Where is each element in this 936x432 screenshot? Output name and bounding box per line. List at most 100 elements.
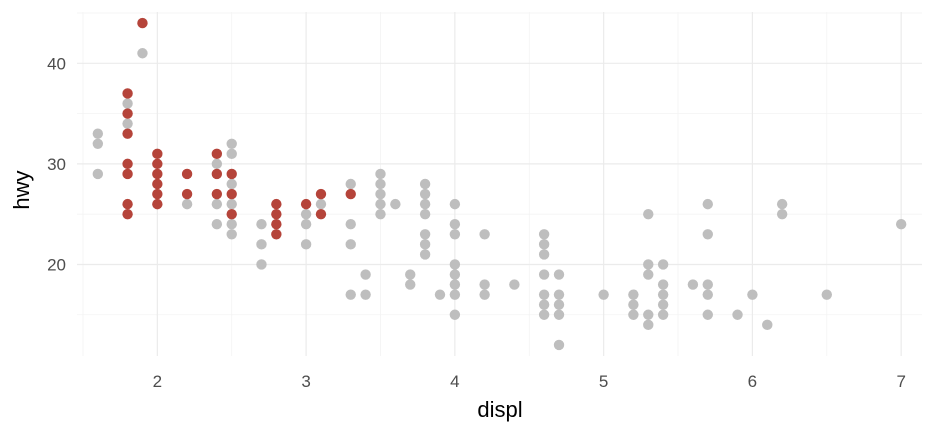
x-axis-title: displ [477,397,522,422]
highlighted-point [211,148,223,160]
data-point [122,98,133,109]
data-point [553,339,565,351]
highlighted-point [122,128,133,139]
data-point [449,309,461,320]
data-point [747,289,758,300]
data-point [449,269,461,280]
data-point [657,309,669,320]
data-point [300,239,312,250]
data-point [390,198,401,210]
highlighted-point [122,198,133,210]
data-point [687,279,699,290]
data-point [92,168,104,180]
highlighted-point [152,178,163,190]
highlighted-point [181,188,193,200]
highlighted-point [152,168,163,180]
data-point [375,208,386,220]
data-point [598,289,609,300]
highlighted-point [152,188,163,200]
data-point [449,229,461,240]
data-point [360,269,371,280]
data-point [256,219,267,230]
data-point [657,289,669,300]
data-point [657,299,669,310]
data-point [449,279,461,290]
highlighted-point [271,208,282,220]
data-point [226,148,237,160]
data-point [375,198,386,210]
data-point [643,269,654,280]
x-tick-label: 3 [301,372,310,391]
data-point [345,219,356,230]
data-point [226,178,237,190]
data-point [509,279,520,290]
highlighted-point [226,168,237,180]
highlighted-point [300,198,312,210]
data-point [92,128,104,139]
highlighted-point [345,188,356,200]
y-tick-label: 40 [47,54,66,73]
data-point [375,178,386,190]
data-point [226,229,237,240]
data-point [538,269,550,280]
y-axis-title: hwy [9,170,34,209]
data-point [657,279,669,290]
data-point [762,319,773,331]
data-point [300,219,312,230]
x-tick-label: 6 [748,372,757,391]
data-point [479,229,490,240]
data-point [702,309,713,320]
data-point [538,229,550,240]
highlighted-point [211,188,223,200]
data-point [375,188,386,200]
data-point [449,259,461,270]
data-point [821,289,832,300]
data-point [315,198,327,210]
data-point [211,158,223,170]
highlighted-point [122,168,133,180]
data-point [449,289,461,300]
data-point [553,309,565,320]
data-point [643,319,654,331]
data-point [360,289,371,300]
data-point [702,279,713,290]
highlighted-point [271,229,282,240]
highlighted-point [152,148,163,160]
x-tick-label: 7 [896,372,905,391]
highlighted-point [226,208,237,220]
data-point [553,299,565,310]
data-point [657,259,669,270]
data-point [628,289,639,300]
data-point [776,198,788,210]
data-point [449,219,461,230]
data-point [702,229,713,240]
data-point [419,208,431,220]
data-point [300,208,312,220]
data-point [419,188,431,200]
data-point [419,239,431,250]
data-point [256,239,267,250]
data-point [405,279,416,290]
data-point [211,198,223,210]
data-point [895,219,907,230]
data-point [628,309,639,320]
highlighted-point [137,17,148,29]
data-point [479,289,490,300]
highlighted-point [271,219,282,230]
data-point [538,249,550,260]
data-point [256,259,267,270]
data-point [405,269,416,280]
data-points [92,17,907,351]
data-point [538,289,550,300]
data-point [732,309,743,320]
y-tick-label: 20 [47,255,66,274]
highlighted-point [122,208,133,220]
data-point [702,289,713,300]
highlighted-point [122,108,133,119]
data-point [776,208,788,220]
x-tick-label: 5 [599,372,608,391]
data-point [553,289,565,300]
x-tick-label: 4 [450,372,459,391]
highlighted-point [211,168,223,180]
data-point [211,219,223,230]
